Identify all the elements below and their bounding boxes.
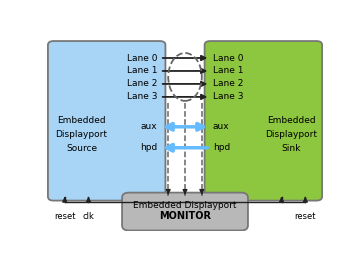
- Text: Embedded Displayport: Embedded Displayport: [133, 201, 237, 210]
- Text: Source: Source: [66, 144, 97, 153]
- Text: Embedded: Embedded: [267, 116, 316, 125]
- Text: Lane 2: Lane 2: [127, 80, 157, 88]
- Text: hpd: hpd: [213, 143, 230, 152]
- Text: reset: reset: [54, 212, 75, 221]
- Text: Lane 0: Lane 0: [127, 54, 157, 62]
- FancyBboxPatch shape: [205, 41, 322, 200]
- Text: aux: aux: [213, 122, 230, 131]
- Text: MONITOR: MONITOR: [159, 211, 211, 221]
- FancyBboxPatch shape: [122, 193, 248, 231]
- Text: aux: aux: [140, 122, 157, 131]
- Text: Displayport: Displayport: [56, 130, 108, 139]
- Text: Displayport: Displayport: [265, 130, 317, 139]
- Text: Lane 3: Lane 3: [127, 92, 157, 101]
- Text: Lane 0: Lane 0: [213, 54, 243, 62]
- Text: clk: clk: [83, 212, 95, 221]
- Text: Sink: Sink: [282, 144, 301, 153]
- Text: Lane 3: Lane 3: [213, 92, 243, 101]
- Text: Lane 1: Lane 1: [213, 67, 243, 75]
- Text: hpd: hpd: [140, 143, 157, 152]
- Text: reset: reset: [295, 212, 316, 221]
- FancyBboxPatch shape: [48, 41, 165, 200]
- Text: Lane 2: Lane 2: [213, 80, 243, 88]
- Text: Embedded: Embedded: [57, 116, 106, 125]
- Text: Lane 1: Lane 1: [127, 67, 157, 75]
